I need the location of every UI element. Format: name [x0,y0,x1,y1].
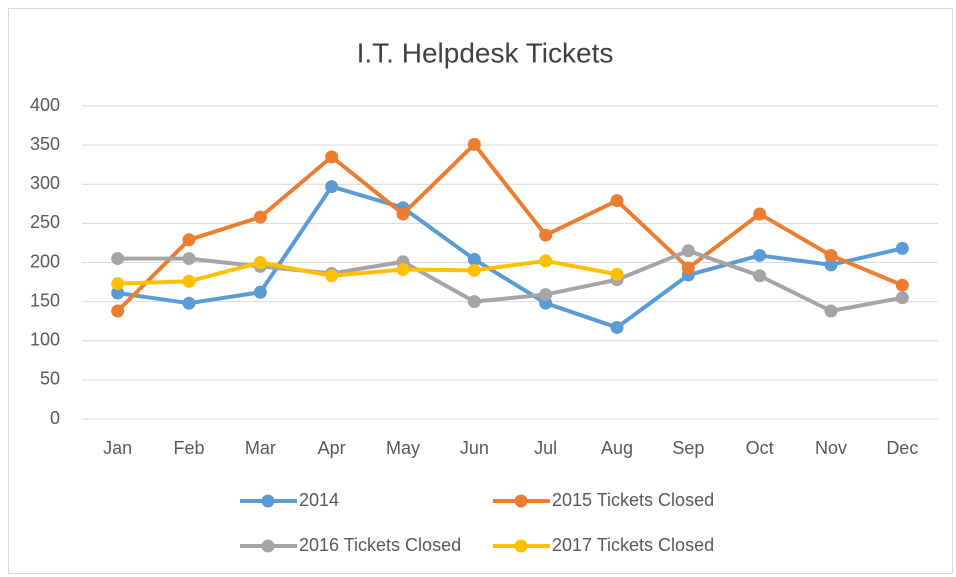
legend-marker [261,494,275,508]
data-point [824,258,838,272]
data-point [253,256,267,269]
y-tick-label: 50 [40,369,60,389]
data-point [824,304,838,318]
x-tick-label: Mar [245,438,276,458]
data-point [539,228,553,242]
data-point [610,320,624,334]
data-point [824,248,838,262]
chart-title: I.T. Helpdesk Tickets [357,37,614,68]
data-point [111,252,125,266]
x-tick-label: Jun [460,438,489,458]
series-line [117,258,618,286]
x-tick-label: May [386,438,420,458]
legend-label: 2015 Tickets Closed [552,490,714,510]
data-point [253,210,267,224]
x-tick-label: Jan [103,438,132,458]
data-point [253,285,267,299]
data-point [396,263,410,277]
data-point [111,304,125,318]
data-point [111,277,125,291]
x-tick-label: Oct [746,438,774,458]
legend-marker [514,494,528,508]
y-tick-label: 300 [30,173,60,193]
data-point [182,233,196,247]
x-tick-label: Sep [672,438,704,458]
data-point [182,296,196,310]
x-tick-label: Jul [534,438,557,458]
legend-marker [514,539,528,553]
data-point [753,207,767,221]
x-tick-label: Nov [815,438,847,458]
legend-label: 2016 Tickets Closed [299,535,461,555]
data-point [753,248,767,262]
data-point [539,254,553,268]
data-point [467,137,481,151]
y-tick-label: 0 [50,408,60,428]
data-point [895,278,909,292]
data-point [539,288,553,302]
data-point [182,274,196,288]
x-tick-label: Dec [886,438,918,458]
legend-label: 2017 Tickets Closed [552,535,714,555]
data-point [325,180,339,194]
y-tick-label: 200 [30,251,60,271]
data-point [681,244,695,258]
legend-label: 2014 [299,490,339,510]
legend-marker [261,539,275,553]
data-point [111,286,125,300]
data-point [467,252,481,266]
y-tick-label: 400 [30,95,60,115]
y-tick-label: 350 [30,134,60,154]
chart-border [8,8,953,574]
data-point [610,267,624,281]
x-tick-label: Apr [318,438,346,458]
data-point [467,263,481,277]
data-point [325,150,339,164]
data-point [753,269,767,283]
data-point [467,295,481,309]
data-point [610,194,624,208]
data-point [396,207,410,221]
x-tick-label: Aug [601,438,633,458]
data-point [681,261,695,275]
y-tick-label: 150 [30,290,60,310]
x-tick-label: Feb [173,438,204,458]
y-tick-label: 250 [30,212,60,232]
data-point [182,252,196,266]
data-point [325,269,339,283]
data-point [895,291,909,305]
series-line [116,142,904,313]
data-point [895,241,909,255]
y-tick-label: 100 [30,330,60,350]
series-line [117,184,903,330]
